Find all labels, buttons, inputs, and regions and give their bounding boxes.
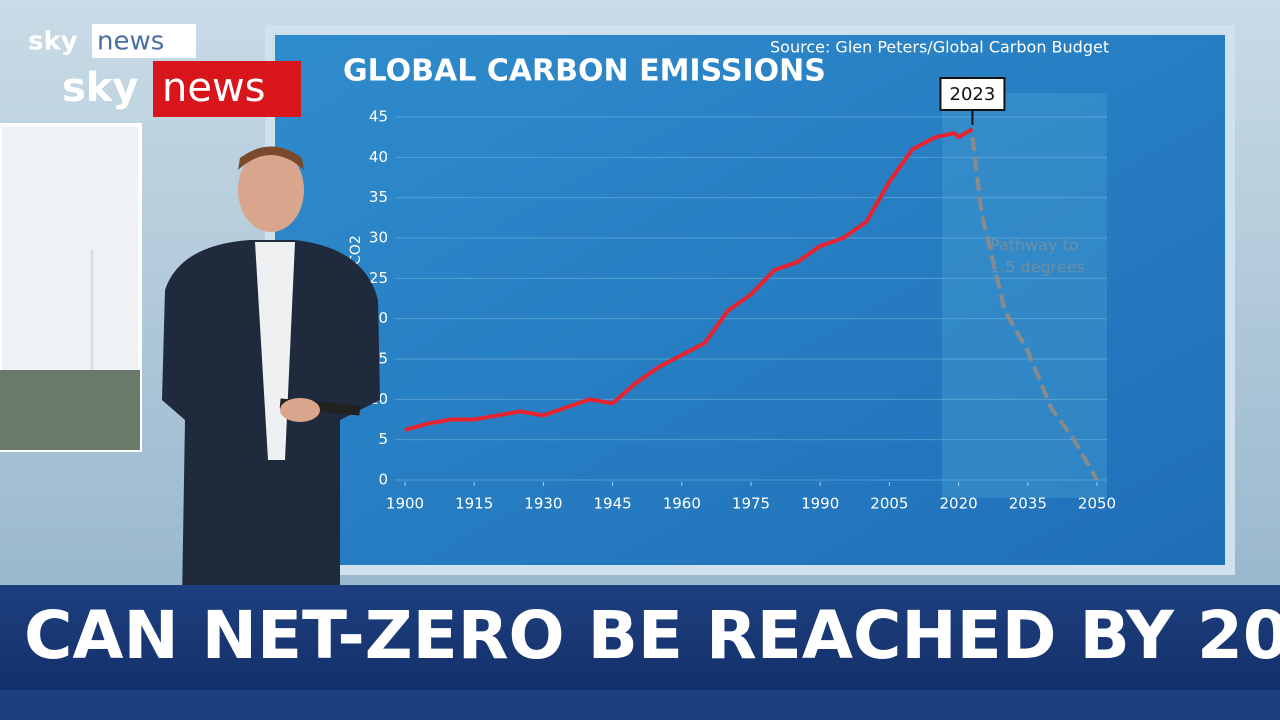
logo-word: news — [162, 65, 266, 111]
logo-top-word: news — [97, 27, 164, 57]
x-tick-label: 1975 — [732, 495, 770, 513]
x-tick-label: 2020 — [940, 495, 978, 513]
logo-box — [153, 61, 301, 117]
x-tick-label: 2035 — [1009, 495, 1047, 513]
marker-label: 2023 — [950, 84, 996, 105]
x-tick-label: 1945 — [594, 495, 632, 513]
y-tick-label: 45 — [369, 108, 388, 126]
y-axis-label: CO2 — [348, 235, 364, 265]
series-line — [970, 136, 1099, 481]
annotation: 1.5 degrees — [990, 258, 1085, 277]
chart-title: GLOBAL CARBON EMISSIONS — [343, 54, 826, 89]
x-tick-label: 2005 — [870, 495, 908, 513]
y-tick-label: 5 — [378, 430, 388, 448]
side-screen-image — [0, 370, 140, 450]
x-tick-label: 2050 — [1078, 495, 1116, 513]
y-tick-label: 40 — [369, 148, 388, 166]
headline-bar — [0, 585, 1280, 690]
marker-box — [939, 77, 1006, 111]
annotation: Pathway to — [990, 236, 1079, 255]
y-tick-label: 30 — [369, 229, 388, 247]
y-tick-label: 35 — [369, 188, 388, 206]
y-tick-label: 0 — [378, 471, 388, 489]
logo-brand: sky — [62, 65, 138, 111]
x-tick-label: 1990 — [801, 495, 839, 513]
x-tick-label: 1960 — [663, 495, 701, 513]
x-tick-label: 1900 — [386, 495, 424, 513]
chart-source: Source: Glen Peters/Global Carbon Budget — [770, 38, 1109, 57]
y-tick-label: 25 — [369, 269, 388, 287]
series-line — [404, 127, 974, 432]
x-tick-label: 1915 — [455, 495, 493, 513]
logo-top-box — [92, 24, 196, 58]
x-tick-label: 1930 — [524, 495, 562, 513]
logo-top-brand: sky — [28, 27, 78, 57]
headline: CAN NET-ZERO BE REACHED BY 2050? — [24, 597, 1280, 674]
bottom-strip — [0, 690, 1280, 720]
plot: 0510152025303540451900191519301945196019… — [369, 77, 1116, 513]
future-zone — [942, 93, 1107, 498]
